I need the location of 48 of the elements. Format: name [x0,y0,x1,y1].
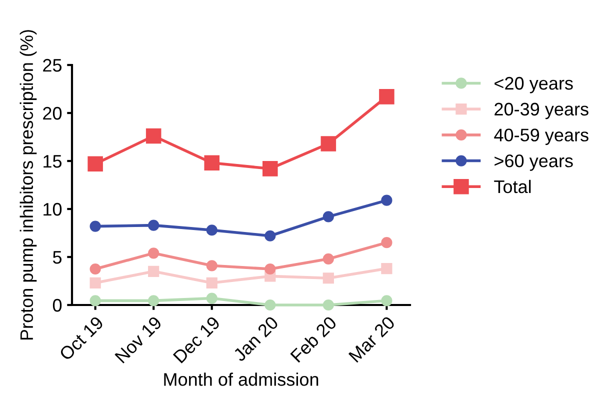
point [381,194,392,206]
x-tick-label: Oct 19 [58,316,104,362]
point [322,299,334,311]
x-axis-title: Month of admission [164,372,318,386]
point [264,299,276,311]
y-tick-label: 0 [52,298,62,312]
legend-label: <20 years [494,76,573,94]
y-tick-label: 5 [52,251,62,264]
point [148,295,160,306]
point [320,136,336,152]
y-tick-label: 10 [44,202,62,216]
point [381,295,392,306]
point [90,220,101,232]
y-tick-label: 25 [43,58,62,72]
point [322,211,334,222]
point [322,272,334,284]
point [206,292,218,304]
y-tick-label: 15 [44,155,62,168]
x-tick-label: Mar 20 [348,316,396,363]
y-axis-title: Proton pump inhibitors prescription (%) [20,30,37,340]
point [90,263,101,275]
legend-label: 40-59 years [494,128,588,145]
x-tick-label: Jan 20 [232,316,280,362]
point [88,156,103,172]
legend-label: 20-39 years [494,102,588,120]
x-tick-label: Nov 19 [114,316,162,364]
point [206,260,218,272]
point [90,295,101,306]
point [206,277,218,288]
point [264,263,276,275]
point [322,253,334,264]
point [206,224,218,236]
point [381,237,392,248]
point [204,155,220,171]
point [146,128,162,144]
point [381,262,392,274]
point [148,220,160,231]
point [264,230,276,242]
legend-label: Total [494,180,531,194]
point [148,266,160,277]
y-tick-label: 20 [43,106,62,120]
legend-label: >60 years [494,154,573,171]
point [148,248,160,259]
x-tick-label: Dec 19 [172,316,221,364]
point [262,161,278,176]
point [90,277,101,288]
point [379,89,394,104]
x-tick-label: Feb 20 [290,315,338,363]
